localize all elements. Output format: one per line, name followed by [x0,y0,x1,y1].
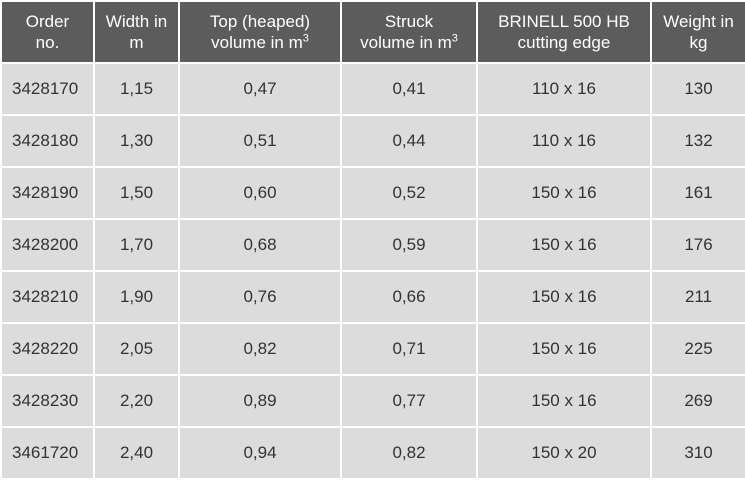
table-cell: 0,41 [340,62,478,116]
table-cell: 0,82 [178,322,342,376]
table-cell: 150 x 16 [476,374,652,428]
table-cell: 3428200 [0,218,95,272]
table-cell: 0,71 [340,322,478,376]
table-cell: 310 [650,426,745,480]
table-cell: 225 [650,322,745,376]
table-cell: 2,40 [93,426,180,480]
table-cell: 150 x 20 [476,426,652,480]
table-row: 3428190 1,50 0,60 0,52 150 x 16 161 [0,166,745,220]
table-cell: 3428170 [0,62,95,116]
table-cell: 3428230 [0,374,95,428]
table-row: 3428210 1,90 0,76 0,66 150 x 16 211 [0,270,745,324]
header-text: Width in [105,12,168,31]
table-row: 3428170 1,15 0,47 0,41 110 x 16 130 [0,62,745,116]
table-cell: 3428210 [0,270,95,324]
table-row: 3428230 2,20 0,89 0,77 150 x 16 269 [0,374,745,428]
table-cell: 0,94 [178,426,342,480]
table-cell: 110 x 16 [476,62,652,116]
table-cell: 2,20 [93,374,180,428]
header-text: Top (heaped) [209,12,311,31]
table-cell: 1,50 [93,166,180,220]
header-text: volume in m [211,33,303,52]
table-cell: 0,51 [178,114,342,168]
table-cell: 150 x 16 [476,166,652,220]
header-text: kg [689,33,708,52]
superscript: 3 [302,32,309,45]
header-text: cutting edge [517,33,611,52]
table-cell: 0,47 [178,62,342,116]
header-cell: Top (heaped) volume in m3 [178,0,342,64]
table-cell: 3428180 [0,114,95,168]
table-cell: 3428220 [0,322,95,376]
table-cell: 1,15 [93,62,180,116]
table-cell: 1,90 [93,270,180,324]
table-cell: 0,82 [340,426,478,480]
table-cell: 130 [650,62,745,116]
table-cell: 150 x 16 [476,270,652,324]
header-cell: Weight in kg [650,0,745,64]
header-row: Order no. Width in m Top (heaped) volume in m… [0,0,745,64]
header-cell: Order no. [0,0,95,64]
header-cell: BRINELL 500 HB cutting edge [476,0,652,64]
header-cell: Width in m [93,0,180,64]
table-cell: 269 [650,374,745,428]
header-text: m [129,33,144,52]
header-text: BRINELL 500 HB [498,12,630,31]
table-cell: 2,05 [93,322,180,376]
table-cell: 1,70 [93,218,180,272]
table-cell: 161 [650,166,745,220]
header-text: Weight in [663,12,734,31]
header-text: no. [35,33,60,52]
table-cell: 0,52 [340,166,478,220]
table-cell: 211 [650,270,745,324]
table-header: Order no. Width in m Top (heaped) volume in m… [0,0,745,64]
table-cell: 0,66 [340,270,478,324]
superscript: 3 [451,32,458,45]
table-cell: 0,68 [178,218,342,272]
table-body: 3428170 1,15 0,47 0,41 110 x 16 130 3428180 1,3… [0,62,745,480]
table-cell: 176 [650,218,745,272]
table-row: 3461720 2,40 0,94 0,82 150 x 20 310 [0,426,745,480]
table-row: 3428220 2,05 0,82 0,71 150 x 16 225 [0,322,745,376]
table-cell: 150 x 16 [476,218,652,272]
header-text: Order [25,12,70,31]
table-cell: 0,44 [340,114,478,168]
table-cell: 3461720 [0,426,95,480]
header-cell: Struck volume in m3 [340,0,478,64]
table-row: 3428200 1,70 0,68 0,59 150 x 16 176 [0,218,745,272]
table-cell: 150 x 16 [476,322,652,376]
table-cell: 0,77 [340,374,478,428]
header-text: volume in m [360,33,452,52]
table-cell: 0,76 [178,270,342,324]
table-cell: 0,60 [178,166,342,220]
table-cell: 0,89 [178,374,342,428]
table-cell: 3428190 [0,166,95,220]
table-cell: 132 [650,114,745,168]
table-cell: 110 x 16 [476,114,652,168]
table-row: 3428180 1,30 0,51 0,44 110 x 16 132 [0,114,745,168]
header-text: Struck [384,12,434,31]
table-cell: 1,30 [93,114,180,168]
table-cell: 0,59 [340,218,478,272]
